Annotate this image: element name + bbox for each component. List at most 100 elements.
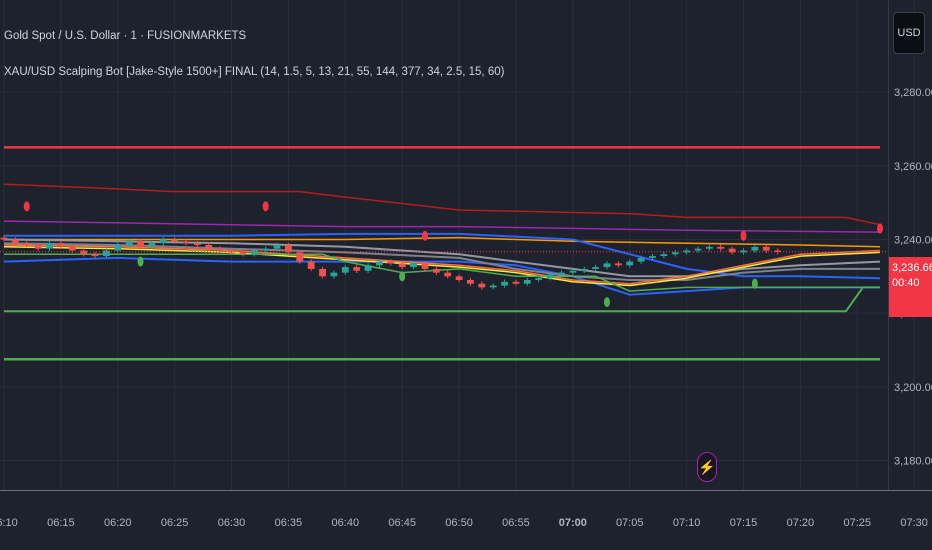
sell-signal-marker: [23, 201, 30, 212]
candle-body: [148, 243, 156, 247]
candle-body: [535, 278, 543, 280]
candle-body: [455, 276, 463, 280]
price-tick-label: 3,200.00: [894, 382, 932, 394]
price-tick-label: 3,280.00: [894, 87, 932, 99]
candle-body: [614, 263, 622, 266]
candle-body: [751, 246, 759, 251]
candle-body: [353, 267, 361, 271]
lightning-icon[interactable]: ⚡: [697, 452, 717, 482]
last-price-label: 3,236.66 00:40: [889, 257, 932, 317]
candle-body: [705, 246, 713, 249]
indicator-lines: [3, 146, 881, 361]
time-tick-label: 06:25: [161, 517, 189, 529]
indicator-line-2: [4, 286, 880, 313]
candle-body: [501, 281, 508, 286]
sell-signal-marker: [421, 230, 428, 241]
candle-body: [34, 245, 42, 249]
candle-body: [558, 272, 565, 275]
currency-button[interactable]: USD: [893, 12, 925, 54]
candle-body: [102, 250, 110, 257]
price-axis[interactable]: 3,180.003,200.003,220.003,240.003,260.00…: [894, 87, 932, 467]
candle-body: [376, 261, 383, 266]
candle-body: [774, 250, 782, 253]
indicator-line-9: [3, 242, 880, 281]
candle-body: [671, 252, 679, 255]
chart-grid: [0, 0, 915, 490]
buy-signal-marker: [137, 256, 144, 267]
buy-signal-marker: [399, 271, 406, 282]
time-tick-label: 07:05: [616, 517, 644, 529]
time-tick-label: 06:35: [275, 517, 303, 529]
indicator-line-6: [4, 232, 881, 280]
candle-body: [57, 243, 65, 247]
candle-body: [114, 245, 122, 251]
candle-body: [80, 250, 88, 255]
bar-countdown: 00:40: [892, 277, 920, 289]
candle-body: [307, 261, 315, 269]
candle-body: [523, 280, 531, 284]
time-tick-label: 06:40: [332, 517, 360, 529]
candlesticks: [0, 235, 782, 290]
candle-body: [387, 261, 395, 264]
candle-body: [285, 245, 292, 253]
candle-body: [683, 250, 691, 253]
indicator-line-3: [3, 183, 881, 226]
last-price-value: 3,236.66: [892, 262, 932, 274]
indicator-line-10: [3, 244, 881, 285]
time-tick-label: 06:55: [502, 517, 530, 529]
candle-body: [762, 246, 770, 251]
signal-markers: [23, 201, 883, 308]
candle-body: [159, 239, 167, 244]
candle-body: [0, 237, 8, 240]
time-tick-label: 06:45: [388, 517, 416, 529]
indicator-line-5: [4, 236, 881, 248]
candle-body: [432, 268, 440, 273]
indicator-line-11: [3, 246, 881, 287]
candle-body: [11, 239, 19, 244]
price-tick-label: 3,260.00: [894, 161, 932, 173]
time-tick-label: 07:25: [843, 517, 871, 529]
sell-signal-marker: [262, 201, 269, 212]
candle-body: [444, 272, 452, 277]
price-tick-label: 3,180.00: [894, 456, 932, 468]
candle-body: [569, 270, 577, 273]
candle-body: [489, 285, 497, 288]
candle-body: [740, 250, 747, 253]
candle-body: [364, 265, 372, 271]
time-tick-label: 06:10: [0, 517, 18, 529]
candle-body: [421, 263, 429, 269]
symbol-title: Gold Spot / U.S. Dollar · 1 · FUSIONMARK…: [4, 30, 247, 42]
time-tick-label: 06:50: [445, 517, 473, 529]
candle-body: [728, 248, 736, 253]
price-tick-label: 3,240.00: [894, 234, 932, 246]
candle-body: [273, 245, 281, 249]
candle-body: [398, 263, 406, 268]
candle-body: [717, 246, 725, 249]
candle-body: [512, 281, 520, 284]
study-title: XAU/USD Scalping Bot [Jake-Style 1500+] …: [4, 66, 505, 78]
candle-body: [660, 254, 668, 257]
candle-body: [182, 241, 190, 244]
indicator-line-8: [3, 238, 881, 278]
candle-body: [239, 252, 247, 255]
candle-body: [580, 268, 588, 271]
candle-body: [250, 250, 258, 255]
indicator-line-4: [3, 220, 881, 233]
time-tick-label: 06:20: [104, 517, 132, 529]
time-tick-label: 06:30: [218, 517, 246, 529]
candle-body: [193, 243, 201, 245]
buy-signal-marker: [751, 278, 758, 289]
candle-body: [23, 243, 31, 245]
candle-body: [46, 243, 53, 249]
candle-body: [694, 248, 702, 251]
time-tick-label: 07:20: [787, 517, 815, 529]
candle-body: [649, 256, 656, 258]
candle-body: [137, 241, 144, 247]
candle-body: [592, 267, 599, 269]
sell-signal-marker: [877, 223, 883, 234]
time-axis[interactable]: 06:10 06:15 06:20 06:25 06:30 06:35 06:40 06:45…: [0, 517, 932, 529]
candle-body: [216, 248, 224, 251]
candle-body: [626, 261, 634, 266]
candle-body: [262, 248, 270, 251]
